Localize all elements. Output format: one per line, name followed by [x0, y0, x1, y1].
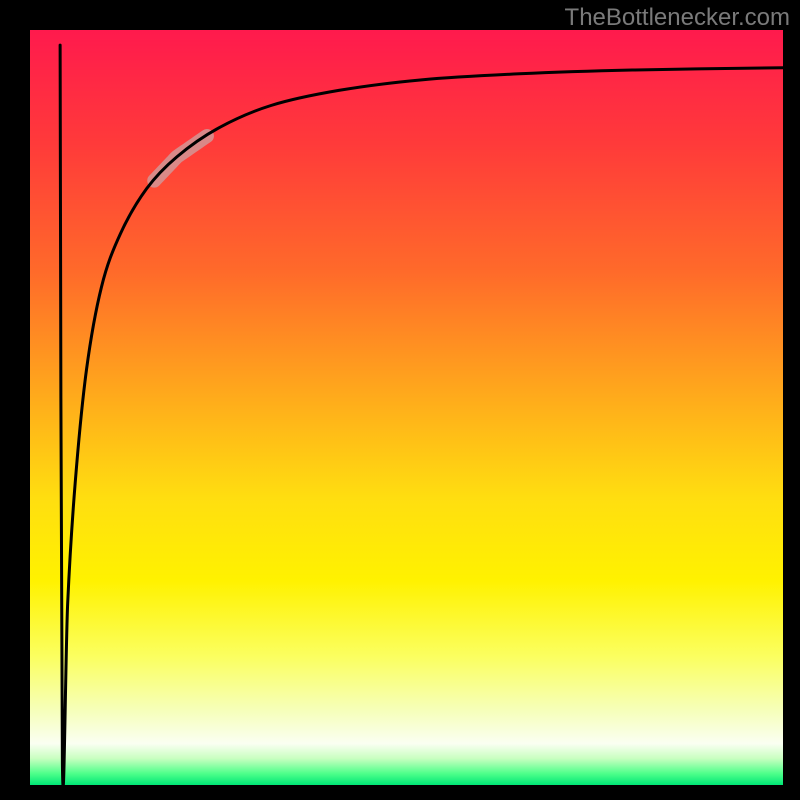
- chart-svg: [0, 0, 800, 800]
- gradient-background: [30, 30, 783, 785]
- chart-root: TheBottlenecker.com: [0, 0, 800, 800]
- watermark-text: TheBottlenecker.com: [565, 4, 790, 32]
